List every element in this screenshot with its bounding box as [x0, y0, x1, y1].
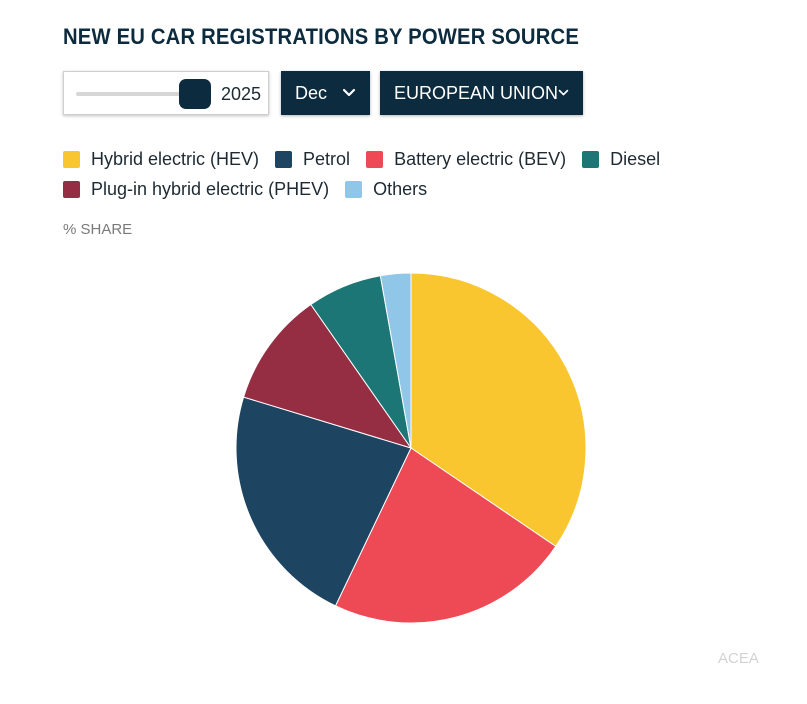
pie-slice-hybrid-electric-hev[interactable]: [410, 272, 587, 548]
chart-legend: Hybrid electric (HEV) Petrol Battery ele…: [63, 145, 763, 205]
month-dropdown[interactable]: Dec: [281, 71, 370, 115]
legend-label-diesel: Diesel: [610, 148, 661, 169]
legend-swatch-phev: [63, 180, 80, 198]
legend-swatch-petrol: [275, 150, 293, 168]
region-dropdown-label: EUROPEAN UNION: [394, 82, 559, 103]
region-dropdown[interactable]: EUROPEAN UNION: [380, 71, 583, 115]
legend-label-petrol: Petrol: [303, 148, 351, 169]
legend-label-others: Others: [373, 178, 428, 199]
chart-controls: 2025 Dec EUROPEAN UNION: [63, 71, 583, 115]
legend-item-bev[interactable]: Battery electric (BEV): [366, 149, 566, 170]
legend-item-hev[interactable]: Hybrid electric (HEV): [63, 149, 259, 170]
legend-item-phev[interactable]: Plug-in hybrid electric (PHEV): [63, 179, 329, 200]
legend-swatch-bev: [366, 150, 384, 168]
unit-label: % SHARE: [63, 221, 133, 238]
legend-row: Hybrid electric (HEV) Petrol Battery ele…: [63, 145, 763, 173]
legend-label-bev: Battery electric (BEV): [394, 148, 567, 169]
legend-item-petrol[interactable]: Petrol: [275, 149, 350, 170]
legend-label-hev: Hybrid electric (HEV): [91, 148, 260, 169]
slider-year-value: 2025: [221, 84, 262, 104]
chevron-down-icon: [558, 89, 569, 96]
pie-slice-others[interactable]: [379, 272, 412, 449]
month-dropdown-label: Dec: [295, 82, 328, 103]
source-credit: ACEA: [718, 650, 759, 667]
legend-item-diesel[interactable]: Diesel: [582, 149, 660, 170]
legend-row: Plug-in hybrid electric (PHEV) Others: [63, 175, 763, 203]
legend-item-others[interactable]: Others: [345, 179, 427, 200]
legend-swatch-hev: [63, 150, 80, 168]
pie-slice-plug-in-hybrid-electric-phev[interactable]: [242, 303, 413, 449]
pie-slice-petrol[interactable]: [235, 396, 412, 607]
chart-title: NEW EU CAR REGISTRATIONS BY POWER SOURCE: [63, 24, 580, 49]
slider-track[interactable]: [76, 92, 188, 96]
pie-slices: [235, 272, 587, 624]
legend-swatch-diesel: [582, 150, 600, 168]
chevron-down-icon: [342, 88, 356, 97]
legend-label-phev: Plug-in hybrid electric (PHEV): [91, 178, 330, 199]
year-slider[interactable]: 2025: [63, 71, 269, 115]
slider-thumb[interactable]: [179, 79, 211, 109]
legend-swatch-others: [345, 180, 363, 198]
